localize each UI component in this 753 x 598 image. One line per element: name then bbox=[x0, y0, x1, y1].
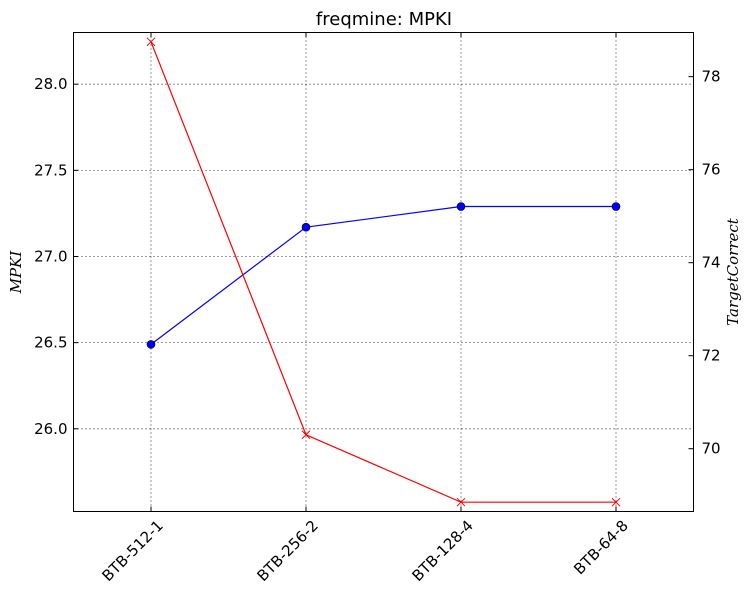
data-point-circle bbox=[301, 222, 311, 232]
plot-frame bbox=[73, 32, 694, 512]
data-point-circle bbox=[611, 202, 621, 211]
data-point-circle bbox=[146, 340, 156, 349]
data-point-x-stroke bbox=[611, 497, 621, 507]
y-tick-label: 27.0 bbox=[34, 247, 67, 265]
data-point-x bbox=[301, 430, 311, 440]
series-line-right bbox=[150, 41, 616, 503]
grid bbox=[73, 32, 694, 512]
y2-tick-label: 76 bbox=[702, 161, 721, 179]
x-tick-label: BTB-512-1 bbox=[98, 517, 166, 585]
data-point-circle bbox=[456, 202, 466, 211]
series-layer bbox=[146, 37, 621, 507]
data-point-x-stroke bbox=[146, 37, 156, 47]
y-tick-label: 27.5 bbox=[34, 161, 67, 179]
y2-tick-label: 72 bbox=[702, 347, 721, 365]
y-tick-label: 28.0 bbox=[34, 75, 67, 93]
y2-axis-label: TargetCorrect bbox=[724, 217, 742, 326]
data-point-x bbox=[611, 497, 621, 507]
y-axis-label: MPKI bbox=[7, 250, 25, 295]
ticks: BTB-512-1 BTB-256-2 BTB-128-4 BTB-64-8 26.0 2… bbox=[34, 32, 721, 585]
data-point-x bbox=[456, 497, 466, 507]
data-point-x-stroke bbox=[456, 497, 466, 507]
y2-tick-label: 74 bbox=[702, 254, 721, 272]
x-tick-label: BTB-128-4 bbox=[408, 517, 476, 585]
x-tick-label: BTB-256-2 bbox=[253, 517, 321, 585]
x-tick-label: BTB-64-8 bbox=[570, 517, 632, 579]
data-point-x-stroke bbox=[301, 430, 311, 440]
y2-tick-label: 70 bbox=[702, 440, 721, 458]
data-point-x bbox=[146, 37, 156, 47]
series-line-left bbox=[150, 205, 616, 345]
y-tick-label: 26.5 bbox=[34, 334, 67, 352]
chart-title: freqmine: MPKI bbox=[316, 9, 452, 30]
y-tick-label: 26.0 bbox=[34, 420, 67, 438]
y2-tick-label: 78 bbox=[702, 68, 721, 86]
